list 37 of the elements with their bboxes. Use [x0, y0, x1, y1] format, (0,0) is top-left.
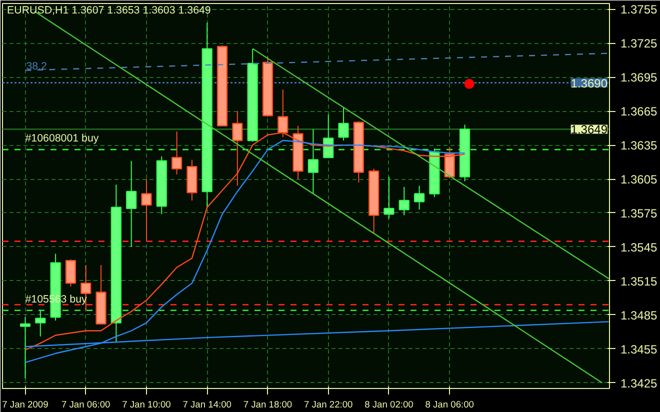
candlestick: [141, 178, 152, 242]
candlestick: [65, 258, 76, 288]
y-tick-label: 1.3755: [620, 2, 658, 17]
candlestick: [384, 176, 394, 220]
ref-line-label: 1.3690: [570, 76, 608, 90]
y-tick-label: 1.3605: [620, 172, 658, 187]
candlestick: [171, 130, 182, 175]
y-tick-label: 1.3725: [620, 36, 658, 51]
x-tick-label: 7 Jan 2009: [2, 400, 48, 410]
y-tick-label: 1.3515: [620, 274, 658, 288]
y-tick-label: 1.3575: [620, 206, 658, 220]
y-tick-label: 1.3635: [620, 138, 658, 153]
x-tick-label: 7 Jan 06:00: [61, 400, 110, 410]
candlestick: [338, 107, 349, 142]
y-tick-label: 1.3665: [620, 104, 658, 119]
y-tick-label: 1.3455: [620, 342, 658, 356]
candlestick: [414, 185, 425, 210]
candlestick: [35, 310, 46, 337]
x-tick-label: 8 Jan 02:00: [364, 400, 414, 410]
candlestick: [444, 146, 455, 178]
ref-line-label: #10608001 buy: [25, 132, 100, 145]
x-tick-label: 7 Jan 22:00: [304, 400, 353, 410]
candlestick: [308, 128, 318, 194]
y-tick-label: 1.3695: [620, 70, 658, 85]
x-tick-label: 7 Jan 18:00: [243, 400, 292, 410]
x-tick-label: 7 Jan 14:00: [182, 400, 232, 410]
y-tick-label: 1.3425: [620, 376, 658, 390]
series-label: 38.2: [26, 60, 48, 72]
ref-line-label: 1.3649: [570, 122, 608, 137]
candlestick: [398, 186, 410, 216]
candlestick: [20, 316, 31, 379]
y-tick-label: 1.3545: [620, 240, 658, 254]
candlestick: [126, 160, 137, 248]
x-tick-label: 7 Jan 10:00: [122, 400, 171, 410]
x-tick-label: 8 Jan 06:00: [425, 400, 474, 410]
chart-title: EURUSD,H1 1.3607 1.3653 1.3603 1.3649: [7, 4, 211, 16]
y-tick-label: 1.3485: [620, 308, 658, 322]
